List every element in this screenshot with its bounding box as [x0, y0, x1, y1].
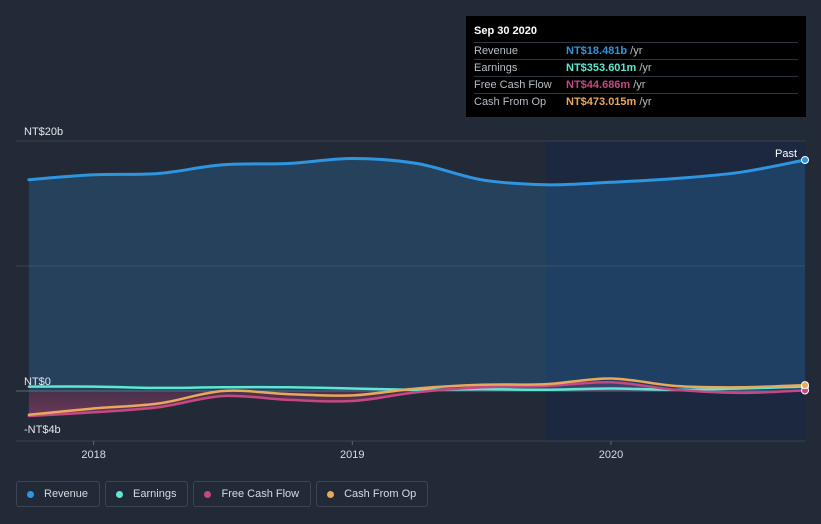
- y-tick-label: NT$0: [24, 376, 51, 388]
- tooltip-value: NT$473.015m: [566, 96, 637, 108]
- tooltip-row-earnings: Earnings NT$353.601m /yr: [474, 59, 798, 76]
- legend-item-free-cash-flow[interactable]: Free Cash Flow: [193, 481, 312, 507]
- cash-from-op-endpoint: [801, 381, 809, 390]
- free-cash-flow-line: [27, 380, 807, 418]
- revenue-line: [27, 156, 807, 187]
- y-tick-label: NT$20b: [24, 126, 63, 138]
- legend-dot-icon: [204, 490, 212, 498]
- tooltip-unit: /yr: [639, 96, 652, 108]
- cash-from-op-line: [27, 377, 807, 417]
- legend-label: Free Cash Flow: [221, 488, 300, 500]
- legend-item-revenue[interactable]: Revenue: [16, 481, 101, 507]
- x-tick-label: 2018: [81, 449, 105, 461]
- tooltip-unit: /yr: [633, 79, 646, 91]
- tooltip-value: NT$353.601m: [566, 62, 637, 74]
- revenue-area: [28, 158, 805, 391]
- legend-dot-icon: [116, 490, 124, 498]
- tooltip-value: NT$18.481b: [566, 45, 628, 57]
- past-label: Past: [775, 148, 797, 160]
- legend-label: Cash From Op: [344, 488, 417, 500]
- legend-dot-icon: [27, 490, 34, 498]
- x-tick-label: 2020: [599, 449, 623, 461]
- tooltip-row-revenue: Revenue NT$18.481b /yr: [474, 42, 798, 59]
- legend-item-cash-from-op[interactable]: Cash From Op: [316, 481, 429, 507]
- y-tick-label: -NT$4b: [24, 424, 61, 436]
- tooltip-date: Sep 30 2020: [474, 25, 537, 37]
- tooltip-label: Earnings: [474, 62, 518, 74]
- revenue-endpoint: [801, 155, 809, 164]
- tooltip-label: Revenue: [474, 45, 519, 57]
- tooltip-label: Free Cash Flow: [474, 79, 552, 91]
- legend-dot-icon: [327, 490, 335, 498]
- legend-item-earnings[interactable]: Earnings: [105, 481, 189, 507]
- tooltip-unit: /yr: [639, 62, 652, 74]
- tooltip-value: NT$44.686m: [566, 79, 631, 91]
- tooltip-row-free-cash-flow: Free Cash Flow NT$44.686m /yr: [474, 76, 798, 93]
- tooltip-panel: Sep 30 2020 Revenue NT$18.481b /yr Earni…: [466, 16, 806, 117]
- free-cash-flow-area: [28, 382, 805, 416]
- tooltip-label: Cash From Op: [474, 96, 547, 108]
- tooltip-unit: /yr: [630, 45, 643, 57]
- tooltip-row-cash-from-op: Cash From Op NT$473.015m /yr: [474, 93, 798, 110]
- legend: Revenue Earnings Free Cash Flow Cash Fro…: [16, 481, 429, 507]
- legend-label: Earnings: [133, 488, 177, 500]
- legend-label: Revenue: [44, 488, 89, 500]
- x-tick-label: 2019: [340, 449, 364, 461]
